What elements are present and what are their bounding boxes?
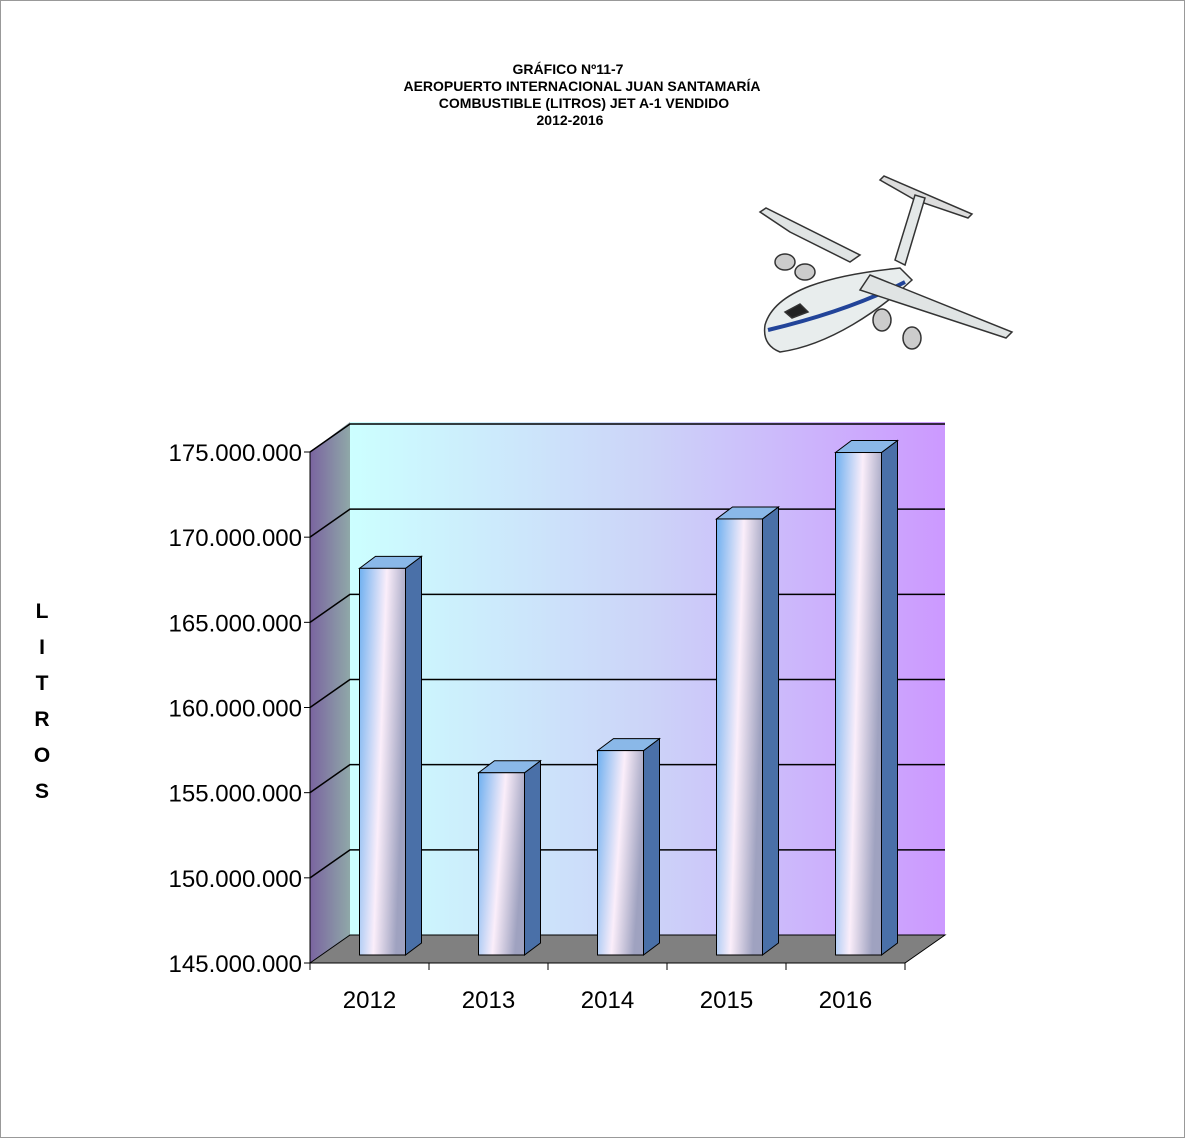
title-line: AEROPUERTO INTERNACIONAL JUAN SANTAMARÍA bbox=[403, 78, 760, 94]
side-wall bbox=[310, 422, 350, 963]
y-axis-title: LITROS bbox=[31, 600, 54, 816]
x-tick-label: 2012 bbox=[343, 987, 396, 1014]
bar-front bbox=[359, 567, 406, 956]
title: GRÁFICO Nº11-7 AEROPUERTO INTERNACIONAL … bbox=[403, 61, 760, 128]
bar bbox=[477, 759, 542, 956]
bar-side bbox=[405, 555, 422, 956]
bar-side bbox=[643, 737, 660, 956]
x-tick-label: 2013 bbox=[462, 987, 515, 1014]
bar bbox=[715, 505, 780, 956]
bar-front bbox=[716, 518, 763, 956]
title-line: COMBUSTIBLE (LITROS) JET A-1 VENDIDO bbox=[439, 95, 729, 111]
x-tick-label: 2014 bbox=[581, 987, 634, 1014]
title-line: 2012-2016 bbox=[537, 112, 604, 128]
title-line: GRÁFICO Nº11-7 bbox=[513, 61, 624, 77]
y-tick-label: 150.000.000 bbox=[169, 866, 302, 893]
bar-side bbox=[524, 759, 541, 956]
y-tick-label: 160.000.000 bbox=[169, 696, 302, 723]
x-tick-label: 2016 bbox=[819, 987, 872, 1014]
x-tick-label: 2015 bbox=[700, 987, 753, 1014]
y-tick-label: 145.000.000 bbox=[169, 951, 302, 978]
y-tick-label: 165.000.000 bbox=[169, 610, 302, 637]
bar-front bbox=[478, 772, 525, 956]
airplane bbox=[758, 175, 1014, 353]
bar bbox=[358, 555, 423, 956]
bar-front bbox=[835, 452, 882, 956]
y-tick-label: 170.000.000 bbox=[169, 525, 302, 552]
bar-side bbox=[881, 439, 898, 956]
bar bbox=[834, 439, 899, 956]
bar-front bbox=[597, 750, 644, 956]
bar-side bbox=[762, 505, 779, 956]
bar bbox=[596, 737, 661, 956]
grid-line bbox=[309, 423, 945, 453]
y-tick-label: 175.000.000 bbox=[169, 440, 302, 467]
y-tick-label: 155.000.000 bbox=[169, 781, 302, 808]
